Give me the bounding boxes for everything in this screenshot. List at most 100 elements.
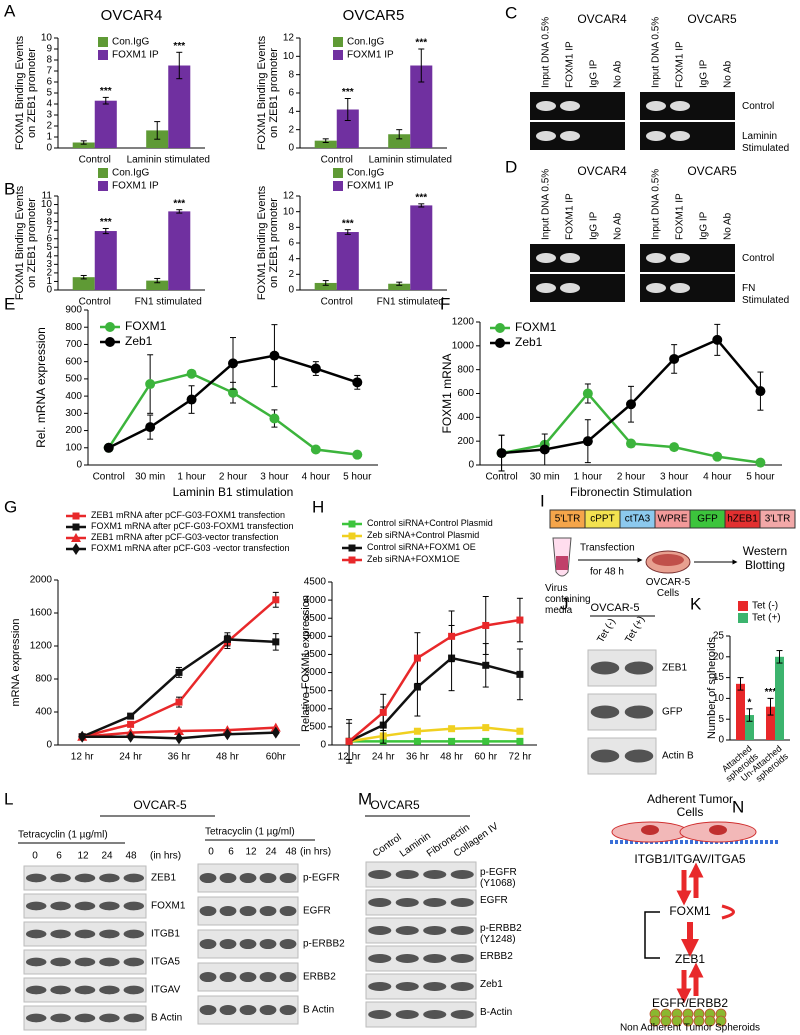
row-label: Control bbox=[742, 101, 774, 112]
y-tick-label: 400 bbox=[35, 707, 52, 718]
y-tick-label: 6 bbox=[46, 233, 52, 244]
y-axis-label: FOXM1 Binding Eventson ZEB1 promoter bbox=[14, 35, 38, 150]
blot-band bbox=[123, 1013, 145, 1023]
line bbox=[348, 618, 521, 743]
blot-band bbox=[423, 982, 447, 991]
significance: * bbox=[748, 697, 752, 708]
y-tick-label: 6 bbox=[288, 238, 294, 249]
point bbox=[126, 730, 135, 743]
treatment-label: Tetracyclin (1 µg/ml) bbox=[205, 827, 295, 838]
lane-label: FOXM1 IP bbox=[675, 41, 686, 88]
blot-band bbox=[395, 898, 419, 907]
source-label: Virus containing media bbox=[545, 583, 591, 616]
point bbox=[186, 394, 197, 405]
point bbox=[145, 379, 156, 390]
model-label: Non Adherent Tumor Spheroids bbox=[620, 1023, 760, 1034]
significance: *** bbox=[342, 218, 354, 229]
legend-label: Con.IgG bbox=[347, 168, 384, 179]
blot-band bbox=[219, 938, 237, 950]
row-label: GFP bbox=[662, 707, 683, 718]
blot-band bbox=[239, 938, 257, 950]
x-tick-label: 60hr bbox=[266, 752, 287, 763]
y-tick-label: 2 bbox=[288, 124, 294, 135]
lane-label: FOXM1 IP bbox=[675, 193, 686, 240]
blot-band bbox=[123, 957, 145, 967]
point bbox=[413, 737, 421, 745]
blot-band bbox=[219, 971, 237, 983]
point bbox=[78, 730, 87, 743]
y-tick-label: 3 bbox=[46, 110, 52, 121]
point bbox=[228, 387, 238, 398]
blot-band bbox=[450, 982, 474, 991]
gel-band bbox=[536, 101, 556, 111]
legend-label: FOXM1 bbox=[125, 319, 167, 333]
x-tick-label: 36 hr bbox=[168, 752, 191, 763]
blot-band bbox=[624, 749, 654, 763]
line bbox=[348, 726, 521, 743]
y-tick-label: 1 bbox=[46, 132, 52, 143]
y-tick-label: 2000 bbox=[30, 575, 53, 586]
x-tick-label: FN1 stimulated bbox=[135, 297, 202, 308]
y-tick-label: 10 bbox=[283, 51, 295, 62]
blot-band bbox=[423, 898, 447, 907]
point bbox=[348, 556, 356, 564]
blot-band bbox=[219, 1004, 237, 1016]
blot-band bbox=[624, 661, 654, 675]
point bbox=[145, 422, 156, 433]
lane-label: IgG IP bbox=[699, 59, 710, 88]
x-tick-label: Control bbox=[321, 155, 353, 166]
y-tick-label: 900 bbox=[65, 305, 82, 316]
y-tick-label: 8 bbox=[288, 222, 294, 233]
x-tick-label: Control bbox=[93, 472, 125, 483]
panel-letter: E bbox=[4, 294, 15, 313]
step-label: Transfection bbox=[580, 543, 635, 554]
panel-letter: F bbox=[440, 294, 450, 313]
point bbox=[516, 727, 524, 735]
legend-label: ZEB1 mRNA after pCF-G03-vector transfect… bbox=[91, 532, 279, 542]
point bbox=[175, 698, 183, 706]
y-tick-label: 1500 bbox=[304, 685, 327, 696]
unit-label: (in hrs) bbox=[150, 851, 181, 862]
point bbox=[516, 616, 524, 624]
gel-band bbox=[536, 253, 556, 263]
y-tick-label: 0 bbox=[288, 285, 294, 296]
cells-label: OVCAR-5 Cells bbox=[646, 577, 691, 599]
legend-label: Control siRNA+Control Plasmid bbox=[367, 518, 493, 528]
legend-label: FOXM1 mRNA after pCF-G03 -vector transfe… bbox=[91, 543, 290, 553]
legend-label: Tet (-) bbox=[752, 601, 778, 612]
x-tick-label: 1 hour bbox=[177, 472, 206, 483]
legend-swatch bbox=[98, 168, 108, 178]
blot-band bbox=[368, 926, 392, 935]
legend-label: FOXM1 IP bbox=[112, 50, 159, 61]
blot-band bbox=[368, 898, 392, 907]
row-label: Control bbox=[742, 253, 774, 264]
point bbox=[352, 377, 363, 388]
y-tick-label: 0 bbox=[320, 740, 326, 751]
y-tick-label: 4 bbox=[46, 250, 52, 261]
y-tick-label: 400 bbox=[457, 412, 474, 423]
y-tick-label: 0 bbox=[46, 143, 52, 154]
y-tick-label: 4000 bbox=[304, 595, 327, 606]
x-tick-label: 5 hour bbox=[746, 472, 775, 483]
y-tick-label: 7 bbox=[46, 66, 52, 77]
lane-label: Tet (-) bbox=[595, 617, 618, 645]
y-tick-label: 2500 bbox=[304, 649, 327, 660]
step-label: for 48 h bbox=[590, 567, 624, 578]
blot-band bbox=[199, 971, 217, 983]
bar bbox=[410, 65, 433, 148]
y-tick-label: 8 bbox=[46, 55, 52, 66]
legend-label: FOXM1 bbox=[515, 320, 557, 334]
lane-label: IgG IP bbox=[589, 211, 600, 240]
legend-swatch bbox=[98, 50, 108, 60]
legend-swatch bbox=[98, 181, 108, 191]
x-tick-label: 30 min bbox=[135, 472, 165, 483]
blot-band bbox=[450, 1010, 474, 1019]
gel-band bbox=[646, 131, 666, 141]
blot-band bbox=[239, 1004, 257, 1016]
y-tick-label: 0 bbox=[468, 460, 474, 471]
blot-band bbox=[74, 873, 96, 883]
construct-label: GFP bbox=[697, 514, 718, 525]
y-tick-label: 10 bbox=[41, 199, 53, 210]
y-axis-label: FOXM1 mRNA bbox=[440, 353, 454, 433]
gel-band bbox=[560, 253, 580, 263]
